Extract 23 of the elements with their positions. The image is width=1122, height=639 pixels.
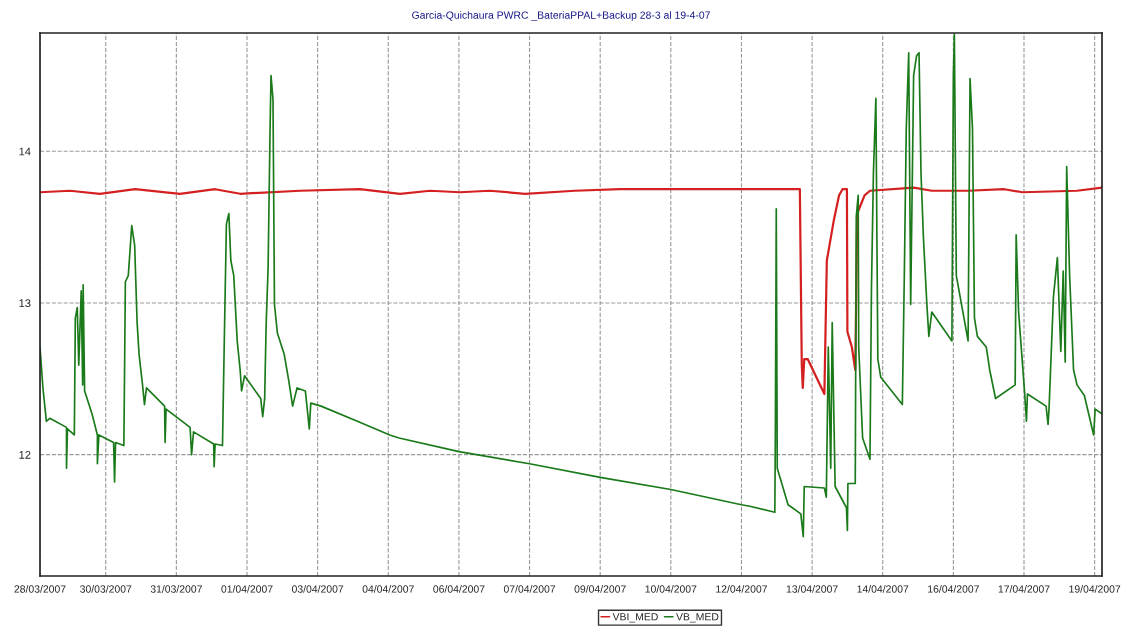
legend-label: VBI_MED <box>612 613 658 623</box>
x-tick-label: 14/04/2007 <box>857 585 909 593</box>
x-tick-label: 13/04/2007 <box>786 585 838 593</box>
y-tick-label: 13 <box>19 299 31 308</box>
x-tick-label: 06/04/2007 <box>433 585 485 593</box>
x-tick-label: 12/04/2007 <box>716 585 768 593</box>
x-tick-label: 01/04/2007 <box>221 585 273 593</box>
line-series <box>40 186 1102 396</box>
x-tick-label: 04/04/2007 <box>362 585 414 593</box>
legend-label: VB_MED <box>676 613 719 623</box>
x-tick-label: 17/04/2007 <box>998 585 1050 593</box>
x-tick-label: 07/04/2007 <box>503 585 556 593</box>
x-tick-label: 19/04/2007 <box>1069 585 1121 593</box>
x-tick-label: 30/03/2007 <box>80 585 132 593</box>
x-tick-label: 28/03/2007 <box>14 585 66 593</box>
chart-title: Garcia-Quichaura PWRC _BateriaPPAL+Backup 28-3 al 19-4-07 <box>412 11 710 21</box>
x-tick-label: 16/04/2007 <box>928 585 979 593</box>
y-tick-label: 14 <box>19 147 31 156</box>
x-tick-label: 10/04/2007 <box>645 585 697 593</box>
x-tick-label: 09/04/2007 <box>574 585 626 593</box>
y-tick-label: 12 <box>19 450 31 459</box>
x-tick-label: 31/03/2007 <box>150 585 202 593</box>
x-tick-label: 03/04/2007 <box>291 585 344 593</box>
